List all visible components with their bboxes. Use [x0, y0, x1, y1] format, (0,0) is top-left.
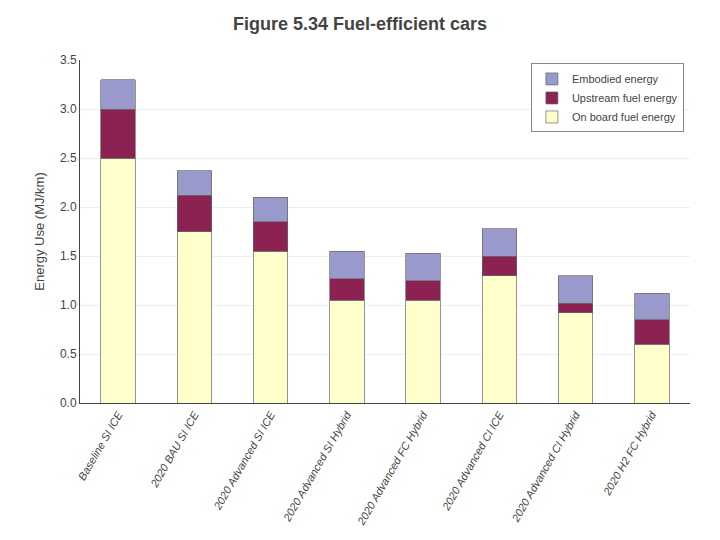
svg-text:2.0: 2.0: [60, 200, 77, 214]
svg-text:1.5: 1.5: [60, 249, 77, 263]
svg-text:1.0: 1.0: [60, 298, 77, 312]
svg-text:0.0: 0.0: [60, 396, 77, 410]
svg-text:Embodied energy: Embodied energy: [572, 73, 659, 85]
svg-text:Upstream fuel energy: Upstream fuel energy: [572, 92, 678, 104]
svg-text:2020 Advanced SI ICE: 2020 Advanced SI ICE: [211, 409, 278, 512]
svg-text:2020 Advanced SI Hybrid: 2020 Advanced SI Hybrid: [280, 409, 354, 524]
svg-text:2020 H2 FC Hybrid: 2020 H2 FC Hybrid: [600, 409, 658, 498]
svg-text:2020 Advanced CI ICE: 2020 Advanced CI ICE: [439, 409, 506, 513]
svg-text:3.0: 3.0: [60, 102, 77, 116]
svg-text:On board fuel energy: On board fuel energy: [572, 111, 676, 123]
svg-text:Energy Use (MJ/km): Energy Use (MJ/km): [32, 172, 47, 290]
svg-text:Figure 5.34 Fuel-efficient car: Figure 5.34 Fuel-efficient cars: [233, 14, 487, 34]
svg-text:3.5: 3.5: [60, 53, 77, 67]
svg-text:2.5: 2.5: [60, 151, 77, 165]
svg-text:2020 BAU SI ICE: 2020 BAU SI ICE: [147, 409, 201, 490]
svg-text:Baseline SI ICE: Baseline SI ICE: [76, 409, 125, 482]
svg-text:0.5: 0.5: [60, 347, 77, 361]
svg-text:2020 Advanced CI Hybrid: 2020 Advanced CI Hybrid: [509, 409, 583, 525]
svg-text:2020 Advanced FC Hybrid: 2020 Advanced FC Hybrid: [354, 409, 430, 528]
